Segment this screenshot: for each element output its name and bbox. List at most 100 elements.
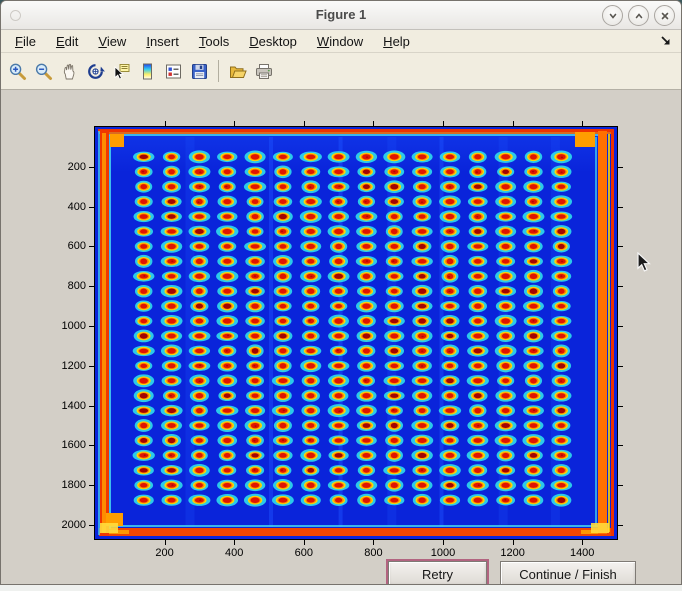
y-tick-mark-right [618,525,623,527]
x-tick-label: 1000 [430,547,456,559]
rotate-3d-icon [88,63,105,79]
x-tick-mark-top [582,121,584,126]
axes: 200 400 600 800 1000 1200 1400 200 400 600 800 1000… [62,121,623,559]
y-tick-label: 1000 [61,320,86,333]
y-tick-mark [89,445,94,447]
window-title: Figure 1 [315,7,367,22]
y-tick-mark [89,286,94,288]
x-tick-mark-top [373,121,375,126]
x-tick-mark [582,540,584,545]
zoom-out-icon [35,63,52,80]
y-tick-mark [89,326,94,328]
y-tick-label: 1800 [61,479,86,492]
menu-tools[interactable]: Tools [198,33,230,49]
x-tick-mark [512,540,514,545]
x-tick-mark [443,540,444,545]
figure-toolbar [1,53,681,90]
x-tick-mark [164,540,166,545]
zoom-out-button[interactable] [31,58,56,84]
y-tick-label: 1200 [61,359,86,372]
y-tick-label: 2000 [61,519,86,532]
x-tick-label: 1200 [500,547,525,559]
y-tick-mark-right [618,206,623,208]
minimize-button[interactable] [602,5,623,26]
insert-colorbar-icon [143,63,152,79]
x-tick-label: 400 [225,547,244,559]
y-tick-mark-right [618,286,623,288]
retry-button[interactable]: Retry [386,559,489,584]
plate-heatmap-image [95,127,617,539]
x-tick-mark-top [164,121,166,126]
save-figure-icon [192,63,207,79]
print-figure-button[interactable] [251,58,276,84]
x-tick-mark-top [303,121,305,126]
insert-colorbar-button[interactable] [135,58,160,84]
window-controls [602,5,675,26]
rotate-3d-button[interactable] [83,58,108,84]
x-tick-mark [373,540,375,545]
chevron-down-icon [609,13,616,19]
window-icon [10,10,21,21]
data-cursor-icon [114,63,130,80]
menu-help[interactable]: Help [383,33,410,49]
x-tick-mark [234,540,236,545]
y-tick-mark [89,525,94,527]
x-tick-mark-top [512,121,514,126]
insert-legend-icon [166,64,181,78]
pan-icon [63,63,75,79]
mouse-cursor [637,252,651,272]
y-tick-label: 800 [67,280,86,293]
dock-figure-icon[interactable] [659,34,673,48]
close-icon [661,12,668,19]
y-tick-label: 1400 [61,399,86,412]
zoom-in-button[interactable] [5,58,30,84]
y-tick-mark [89,405,94,407]
y-tick-label: 400 [67,200,86,213]
maximize-button[interactable] [628,5,649,26]
y-tick-mark [89,365,94,367]
y-tick-mark-right [618,485,623,487]
y-tick-label: 1600 [61,439,86,452]
y-tick-mark-right [618,405,623,407]
close-button[interactable] [654,5,675,26]
y-tick-mark-right [618,326,623,328]
y-tick-mark [89,246,94,248]
y-tick-mark-right [618,246,623,248]
data-cursor-button[interactable] [109,58,134,84]
y-tick-mark-right [618,365,623,367]
pan-button[interactable] [57,58,82,84]
y-tick-mark [89,485,94,487]
open-file-icon [229,66,247,78]
x-tick-label: 600 [294,547,313,559]
zoom-in-icon [9,63,26,80]
x-tick-mark-top [234,121,236,126]
x-tick-mark-top [443,121,444,126]
y-tick-label: 600 [67,240,86,253]
menu-file[interactable]: File [15,33,36,49]
y-tick-mark [89,166,94,168]
menu-desktop[interactable]: Desktop [249,33,297,49]
continue-finish-button[interactable]: Continue / Finish [500,561,636,584]
chevron-up-icon [635,12,642,18]
open-file-button[interactable] [225,58,250,84]
y-tick-mark-right [618,445,623,447]
figure-canvas: 200 400 600 800 1000 1200 1400 200 400 600 800 1000… [1,90,681,584]
print-figure-icon [255,63,272,79]
menu-view[interactable]: View [98,33,127,49]
y-tick-label: 200 [67,160,86,173]
menu-insert[interactable]: Insert [146,33,179,49]
toolbar-separator [218,60,219,82]
x-tick-label: 200 [155,547,174,559]
insert-legend-button[interactable] [161,58,186,84]
save-figure-button[interactable] [187,58,212,84]
menubar: File Edit View Insert Tools Desktop Window Help [1,30,681,53]
menu-window[interactable]: Window [316,33,364,49]
titlebar: Figure 1 [1,1,681,30]
x-tick-label: 800 [364,547,383,559]
menu-edit[interactable]: Edit [55,33,79,49]
y-tick-mark-right [618,166,623,168]
x-tick-mark [303,540,305,545]
x-tick-label: 1400 [569,547,595,559]
